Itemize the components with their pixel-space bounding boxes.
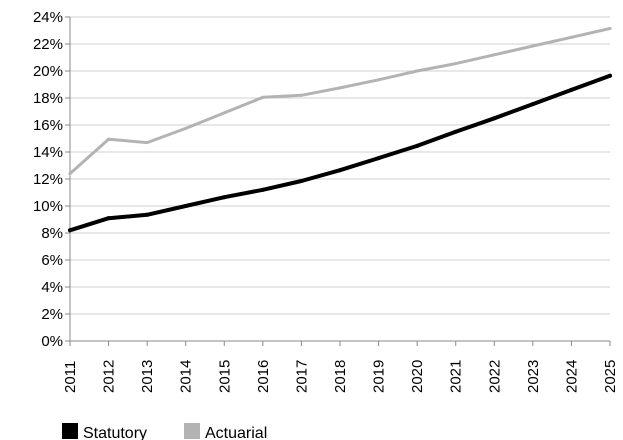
data-point-actuarial xyxy=(68,172,72,176)
legend-label-statutory: Statutory xyxy=(83,425,147,440)
data-point-statutory xyxy=(106,216,111,221)
data-point-actuarial xyxy=(492,53,496,57)
series-line-statutory xyxy=(68,73,612,233)
y-tick-label: 2% xyxy=(41,306,63,323)
axes xyxy=(65,16,611,346)
data-point-actuarial xyxy=(145,141,149,145)
data-point-actuarial xyxy=(299,93,303,97)
data-point-statutory xyxy=(260,187,265,192)
legend-label-actuarial: Actuarial xyxy=(205,425,267,440)
x-tick-label: 2012 xyxy=(101,360,118,393)
x-tick-label: 2019 xyxy=(371,360,388,393)
data-point-actuarial xyxy=(222,111,226,115)
x-tick-label: 2013 xyxy=(139,360,156,393)
y-tick-label: 8% xyxy=(41,225,63,242)
y-tick-label: 16% xyxy=(33,117,63,134)
data-point-actuarial xyxy=(531,44,535,48)
data-point-statutory xyxy=(145,212,150,217)
data-point-statutory xyxy=(492,116,497,121)
x-tick-labels: 2011 2012 2013 2014 2015 2016 2017 2018 2019 2020… xyxy=(62,360,619,393)
y-tick-label: 20% xyxy=(33,63,63,80)
data-point-statutory xyxy=(338,168,342,173)
series-lines xyxy=(68,26,612,233)
y-tick-label: 22% xyxy=(33,36,63,53)
data-point-statutory xyxy=(299,179,304,184)
data-point-actuarial xyxy=(569,35,573,39)
y-tick-label: 18% xyxy=(33,90,63,107)
x-tick-label: 2022 xyxy=(486,360,503,393)
x-tick-label: 2016 xyxy=(255,360,272,393)
data-point-statutory xyxy=(415,143,420,148)
data-point-statutory xyxy=(530,102,535,107)
data-point-actuarial xyxy=(184,126,188,130)
data-point-statutory xyxy=(453,129,458,134)
legend: Statutory Actuarial xyxy=(62,423,267,440)
x-tick-label: 2011 xyxy=(62,361,79,393)
y-tick-label: 4% xyxy=(41,279,63,296)
data-point-statutory xyxy=(68,228,72,233)
x-tick-label: 2018 xyxy=(332,360,349,393)
y-tick-label: 24% xyxy=(33,9,63,26)
data-point-actuarial xyxy=(377,78,381,82)
data-point-actuarial xyxy=(338,86,342,90)
data-point-actuarial xyxy=(261,95,265,99)
y-tick-label: 6% xyxy=(41,252,63,269)
data-point-statutory xyxy=(569,87,574,92)
x-tick-label: 2014 xyxy=(178,360,195,393)
data-point-actuarial xyxy=(608,26,612,30)
x-tick-label: 2024 xyxy=(563,360,580,393)
x-tick-label: 2021 xyxy=(448,360,465,393)
x-tick-label: 2025 xyxy=(602,360,619,393)
data-point-statutory xyxy=(222,195,227,200)
x-tick-label: 2017 xyxy=(293,360,310,393)
y-tick-label: 14% xyxy=(33,144,63,161)
x-tick-label: 2015 xyxy=(216,360,233,393)
data-point-actuarial xyxy=(107,137,111,141)
x-tick-label: 2023 xyxy=(525,360,542,393)
y-tick-label: 0% xyxy=(41,333,63,350)
data-point-statutory xyxy=(608,73,612,78)
y-tick-label: 12% xyxy=(33,171,63,188)
legend-swatch-actuarial xyxy=(184,423,200,439)
y-tick-label: 10% xyxy=(33,198,63,215)
data-point-statutory xyxy=(376,156,381,161)
legend-swatch-statutory xyxy=(62,423,78,439)
y-tick-labels: 0% 2% 4% 6% 8% 10% 12% 14% 16% 18% 20% 22% 24% xyxy=(33,9,63,350)
data-point-statutory xyxy=(183,204,188,208)
data-point-actuarial xyxy=(454,62,458,66)
data-point-actuarial xyxy=(415,69,419,73)
x-tick-label: 2020 xyxy=(409,360,426,393)
gridlines xyxy=(70,16,610,315)
